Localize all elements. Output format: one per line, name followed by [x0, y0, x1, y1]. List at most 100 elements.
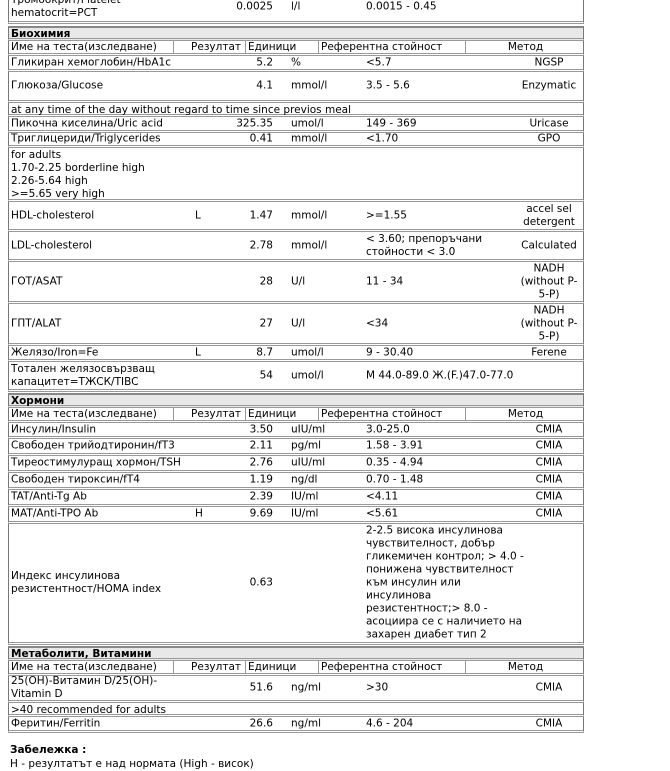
table-row: Тиреостимулуращ хормон/TSH 2.76 uIU/ml 0.35… [8, 456, 584, 473]
method: CMIA [535, 507, 563, 520]
reference-range: <1.70 [366, 132, 399, 145]
table-row: Тотален желязосвързващ капацитет=ТЖСК/TI… [8, 362, 584, 392]
units: ng/ml [291, 681, 322, 694]
reference-range: 9 - 30.40 [366, 346, 414, 358]
table-row: Феритин/Ferritin 26.6 ng/ml 4.6 - 204 CMIA [8, 717, 584, 733]
result-value: 325.35 [236, 117, 273, 129]
test-name: HDL-cholesterol [11, 209, 95, 221]
reference-range: <5.7 [366, 56, 392, 68]
column-header-row: Име на теста(изследване) Резултат Единици Р… [8, 408, 584, 423]
method: NGSP [534, 56, 564, 68]
reference-range: >30 [366, 681, 389, 694]
method: accel sel detergent [523, 202, 575, 228]
column-header-result: Резултат [174, 408, 246, 420]
units: IU/ml [291, 507, 319, 520]
table-row: ГПТ/ALAT 27 U/l <34 NADH (without P-5-P) [8, 304, 584, 346]
test-name: Свободен тироксин/fT4 [11, 473, 140, 486]
row-note: >40 recommended for adults [11, 704, 166, 716]
units: pg/ml [291, 439, 322, 452]
units: U/l [291, 317, 306, 329]
reference-range: М 44.0-89.0 Ж.(F.)47.0-77.0 [366, 369, 514, 381]
units: mmol/l [291, 239, 328, 251]
table-row: Свободен тироксин/fT4 1.19 ng/dl 0.70 - 1.4… [8, 473, 584, 490]
footnote-line: H - резултатът е над нормата (High - вис… [10, 758, 254, 770]
units: IU/ml [291, 490, 319, 503]
method: NADH (without P-5-P) [520, 304, 578, 342]
result-value: 8.7 [256, 346, 273, 358]
test-name: TAT/Anti-Tg Ab [11, 490, 87, 503]
table-row: LDL-cholesterol 2.78 mmol/l < 3.60; препоръ… [8, 232, 584, 262]
column-header-ref: Референтна стойност [319, 408, 466, 420]
result-value: 2.11 [249, 439, 273, 452]
column-header-method: Метод [507, 661, 544, 673]
column-header-method: Метод [507, 408, 544, 420]
reference-range: < 3.60; препоръчани стойности < 3.0 [366, 232, 483, 258]
method: CMIA [535, 717, 563, 729]
method: CMIA [535, 473, 563, 486]
row-note: at any time of the day without regard to… [11, 104, 352, 116]
column-header-name: Име на теста(изследване) [9, 408, 174, 420]
table-row: Свободен трийодтиронин/fT3 2.11 pg/ml 1.58 … [8, 439, 584, 456]
method: GPO [537, 132, 561, 145]
section-header: Хормони [8, 393, 584, 408]
method: Uricase [529, 117, 569, 129]
test-name: Тиреостимулуращ хормон/TSH [11, 456, 181, 469]
test-name: Триглицериди/Triglycerides [11, 132, 161, 145]
result-value: 0.0025 [236, 0, 273, 12]
table-row: Тромбокрит/Platelet hematocrit=PCT 0.0025… [8, 0, 584, 24]
result-value: 27 [259, 317, 273, 329]
test-name: Гликиран хемоглобин/HbA1c [11, 56, 171, 68]
method: CMIA [535, 423, 563, 435]
test-name: Пикочна киселина/Uric acid [11, 117, 163, 129]
units: l/l [291, 0, 301, 12]
result-value: 1.47 [249, 209, 273, 221]
result-value: 54 [259, 369, 273, 381]
table-row: Желязо/Iron=Fe L 8.7 umol/l 9 - 30.40 Ferene [8, 346, 584, 362]
test-name: Глюкоза/Glucose [11, 79, 104, 92]
units: % [291, 56, 301, 68]
table-row: 25(OH)-Витамин D/25(OH)-Vitamin D 51.6 ng/… [8, 675, 584, 703]
table-row: Инсулин/Insulin 3.50 uIU/ml 3.0-25.0 CMIA [8, 423, 584, 439]
column-header-result: Резултат [174, 41, 246, 53]
reference-range: 3.5 - 5.6 [366, 79, 410, 92]
result-value: 2.78 [249, 239, 273, 251]
flag: H [195, 507, 203, 520]
row-note: for adults 1.70-2.25 borderline high 2.2… [11, 149, 145, 200]
test-name: ГОТ/ASAT [11, 275, 63, 287]
test-name: Желязо/Iron=Fe [11, 346, 99, 358]
table-row: HDL-cholesterol L 1.47 mmol/l >=1.55 accel se… [8, 202, 584, 232]
result-value: 4.1 [256, 79, 273, 92]
column-header-method: Метод [507, 41, 544, 53]
method: Calculated [521, 239, 577, 251]
reference-range: 2-2.5 висока инсулинова чувствителност, … [366, 524, 524, 641]
column-header-row: Име на теста(изследване) Резултат Единици Р… [8, 41, 584, 56]
units: mmol/l [291, 132, 328, 145]
test-name: Инсулин/Insulin [11, 423, 97, 435]
column-header-result: Резултат [174, 661, 246, 673]
table-row: Пикочна киселина/Uric acid 325.35 umol/l 14… [8, 117, 584, 133]
reference-range: 4.6 - 204 [366, 717, 414, 729]
reference-range: 0.70 - 1.48 [366, 473, 424, 486]
table-row: for adults 1.70-2.25 borderline high 2.2… [8, 148, 584, 202]
table-row: ГОТ/ASAT 28 U/l 11 - 34 NADH (without P-5-P) [8, 262, 584, 304]
table-row: >40 recommended for adults [8, 703, 584, 717]
result-value: 0.41 [249, 132, 273, 145]
units: mmol/l [291, 209, 328, 221]
reference-range: 1.58 - 3.91 [366, 439, 424, 452]
column-header-units: Единици [246, 661, 319, 673]
reference-range: <4.11 [366, 490, 399, 503]
test-name: Тромбокрит/Platelet hematocrit=PCT [11, 0, 121, 19]
reference-range: 149 - 369 [366, 117, 417, 129]
method: Ferene [531, 346, 567, 358]
test-name: 25(OH)-Витамин D/25(OH)-Vitamin D [11, 675, 158, 700]
result-value: 1.19 [249, 473, 273, 486]
section-header: Биохимия [8, 26, 584, 41]
test-name: LDL-cholesterol [11, 239, 93, 251]
test-name: Свободен трийодтиронин/fT3 [11, 439, 175, 452]
results-table: Тромбокрит/Platelet hematocrit=PCT 0.0025… [8, 0, 584, 733]
reference-range: <34 [366, 317, 389, 329]
result-value: 3.50 [249, 423, 273, 435]
reference-range: <5.61 [366, 507, 399, 520]
units: ng/dl [291, 473, 318, 486]
table-row: Индекс инсулинова резистентност/HOMA ind… [8, 524, 584, 645]
